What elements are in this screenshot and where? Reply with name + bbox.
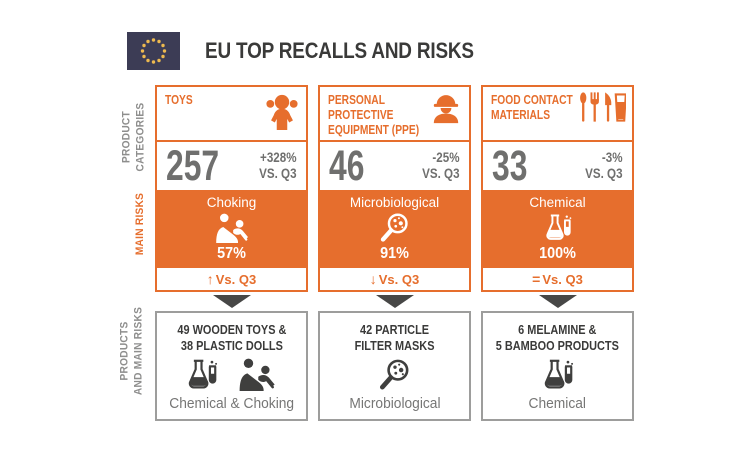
risk-percent: 91% [380, 244, 409, 262]
doll-icon [264, 92, 300, 132]
products-title: 6 MELAMINE & 5 BAMBOO PRODUCTS [495, 322, 620, 353]
category-title: PERSONAL PROTECTIVE EQUIPMENT (PPE) [328, 93, 420, 137]
magnifier-microbes-icon [379, 212, 411, 244]
column-ppe: PERSONAL PROTECTIVE EQUIPMENT (PPE) 46 -… [318, 85, 471, 421]
products-risk-label: Microbiological [348, 396, 441, 412]
products-icons [185, 354, 279, 396]
products-title: 42 PARTICLE FILTER MASKS [354, 322, 435, 353]
flask-test-tube-icon [185, 358, 219, 392]
arrow-down-icon [538, 295, 577, 308]
products-box: 6 MELAMINE & 5 BAMBOO PRODUCTS Chemical [481, 311, 634, 421]
side-label-main-risks: MAIN RISKS [133, 192, 146, 256]
risk-name: Chemical [529, 195, 586, 210]
products-box: 49 WOODEN TOYS & 38 PLASTIC DOLLS Chemic… [155, 311, 308, 421]
risk-name: Microbiological [349, 195, 440, 210]
products-risk-label: Chemical & Choking [169, 396, 294, 412]
main-risk-block: Choking 57% [157, 190, 306, 268]
trend-strip: = Vs. Q3 [483, 268, 632, 290]
recall-count-section: 46 -25% VS. Q3 [320, 142, 469, 190]
recall-count: 257 [166, 141, 220, 190]
category-card: TOYS 257 +328% VS. Q3 Choking 57% ↑ [155, 85, 308, 292]
column-food-contact: FOOD CONTACT MATERIALS 33 -3% VS. Q3 Che… [481, 85, 634, 421]
category-header: TOYS [157, 87, 306, 142]
recall-count: 33 [492, 141, 528, 190]
trend-label: Vs. Q3 [215, 271, 257, 287]
side-label-products-main-risks: PRODUCTS AND MAIN RISKS [118, 306, 145, 396]
main-risk-block: Chemical 100% [483, 190, 632, 268]
trend-label: Vs. Q3 [378, 271, 420, 287]
risk-percent: 100% [539, 244, 576, 262]
trend-up-icon: ↑ [206, 271, 214, 287]
cutlery-cup-icon [578, 92, 626, 122]
risk-name: Choking [206, 195, 257, 210]
recall-count: 46 [329, 141, 365, 190]
magnifier-microbes-icon [378, 358, 412, 392]
arrow-down-icon [375, 295, 414, 308]
products-icons [541, 354, 575, 396]
columns-grid: TOYS 257 +328% VS. Q3 Choking 57% ↑ [155, 85, 634, 421]
construction-worker-icon [429, 92, 463, 126]
category-title: TOYS [165, 93, 193, 107]
recall-count-section: 33 -3% VS. Q3 [483, 142, 632, 190]
trend-down-icon: ↓ [369, 271, 377, 287]
change-vs-q3: +328% VS. Q3 [259, 150, 297, 181]
page-title: EU TOP RECALLS AND RISKS [205, 38, 474, 63]
category-header: FOOD CONTACT MATERIALS [483, 87, 632, 142]
recall-count-section: 257 +328% VS. Q3 [157, 142, 306, 190]
products-icons [378, 354, 412, 396]
category-header: PERSONAL PROTECTIVE EQUIPMENT (PPE) [320, 87, 469, 142]
trend-strip: ↑ Vs. Q3 [157, 268, 306, 290]
products-title: 49 WOODEN TOYS & 38 PLASTIC DOLLS [176, 322, 287, 353]
change-vs-q3: -25% VS. Q3 [422, 150, 460, 181]
category-card: PERSONAL PROTECTIVE EQUIPMENT (PPE) 46 -… [318, 85, 471, 292]
adult-child-choking-icon [235, 358, 279, 391]
main-risk-block: Microbiological 91% [320, 190, 469, 268]
trend-strip: ↓ Vs. Q3 [320, 268, 469, 290]
change-vs-q3: -3% VS. Q3 [585, 150, 623, 181]
trend-label: Vs. Q3 [542, 271, 583, 287]
category-card: FOOD CONTACT MATERIALS 33 -3% VS. Q3 Che… [481, 85, 634, 292]
eu-flag-icon [127, 32, 180, 70]
category-title: FOOD CONTACT MATERIALS [491, 93, 573, 122]
trend-equal-icon: = [532, 271, 541, 287]
arrow-down-icon [212, 295, 251, 308]
flask-test-tube-icon [541, 358, 575, 392]
products-risk-label: Chemical [528, 396, 587, 412]
adult-child-choking-icon [211, 213, 253, 243]
side-label-product-categories: PRODUCT CATEGORIES [120, 102, 147, 172]
risk-percent: 57% [217, 244, 246, 262]
products-box: 42 PARTICLE FILTER MASKS Microbiological [318, 311, 471, 421]
flask-test-tube-icon [542, 213, 574, 243]
column-toys: TOYS 257 +328% VS. Q3 Choking 57% ↑ [155, 85, 308, 421]
